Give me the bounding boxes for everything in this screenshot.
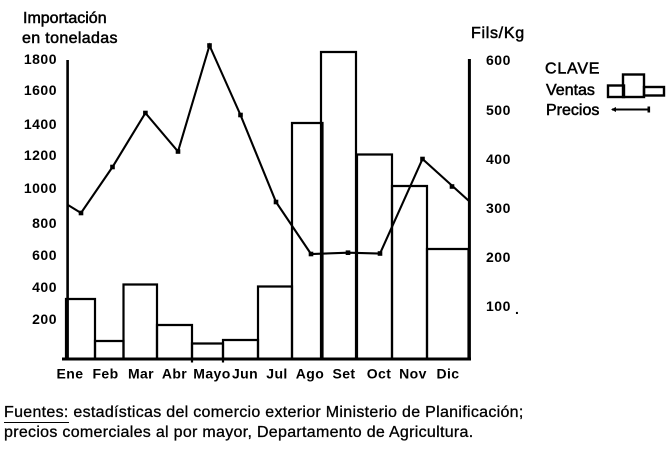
svg-text:Oct: Oct: [367, 366, 392, 382]
svg-text:Set: Set: [333, 366, 356, 382]
svg-text:Nov: Nov: [399, 366, 427, 382]
svg-text:Ago: Ago: [296, 366, 324, 382]
svg-text:600: 600: [32, 247, 57, 263]
svg-text:CLAVE: CLAVE: [545, 61, 600, 78]
svg-text:.: .: [515, 301, 519, 317]
svg-text:Feb: Feb: [92, 366, 118, 382]
svg-text:1000: 1000: [24, 180, 57, 196]
svg-text:600: 600: [486, 52, 511, 68]
svg-text:Mar: Mar: [128, 366, 154, 382]
svg-text:Jun: Jun: [232, 366, 258, 382]
svg-text:Mayo: Mayo: [193, 366, 230, 382]
svg-text:1600: 1600: [24, 82, 57, 98]
svg-text:Fils/Kg: Fils/Kg: [471, 25, 525, 42]
svg-text:Importación: Importación: [23, 10, 107, 27]
svg-text:200: 200: [486, 249, 511, 265]
svg-text:400: 400: [32, 279, 57, 295]
svg-text:200: 200: [32, 311, 57, 327]
svg-text:Abr: Abr: [162, 366, 187, 382]
svg-text:100: 100: [486, 298, 511, 314]
svg-text:Ventas: Ventas: [546, 82, 595, 99]
svg-text:Precios: Precios: [546, 102, 599, 119]
svg-text:Jul: Jul: [266, 366, 287, 382]
svg-text:1800: 1800: [24, 51, 57, 67]
svg-text:Ene: Ene: [57, 366, 84, 382]
svg-text:1400: 1400: [24, 116, 57, 132]
svg-text:300: 300: [486, 200, 511, 216]
svg-text:800: 800: [32, 215, 57, 231]
svg-text:400: 400: [486, 151, 511, 167]
svg-text:1200: 1200: [24, 147, 57, 163]
svg-text:500: 500: [486, 102, 511, 118]
svg-text:en toneladas: en toneladas: [22, 30, 118, 47]
svg-text:Dic: Dic: [437, 366, 460, 382]
